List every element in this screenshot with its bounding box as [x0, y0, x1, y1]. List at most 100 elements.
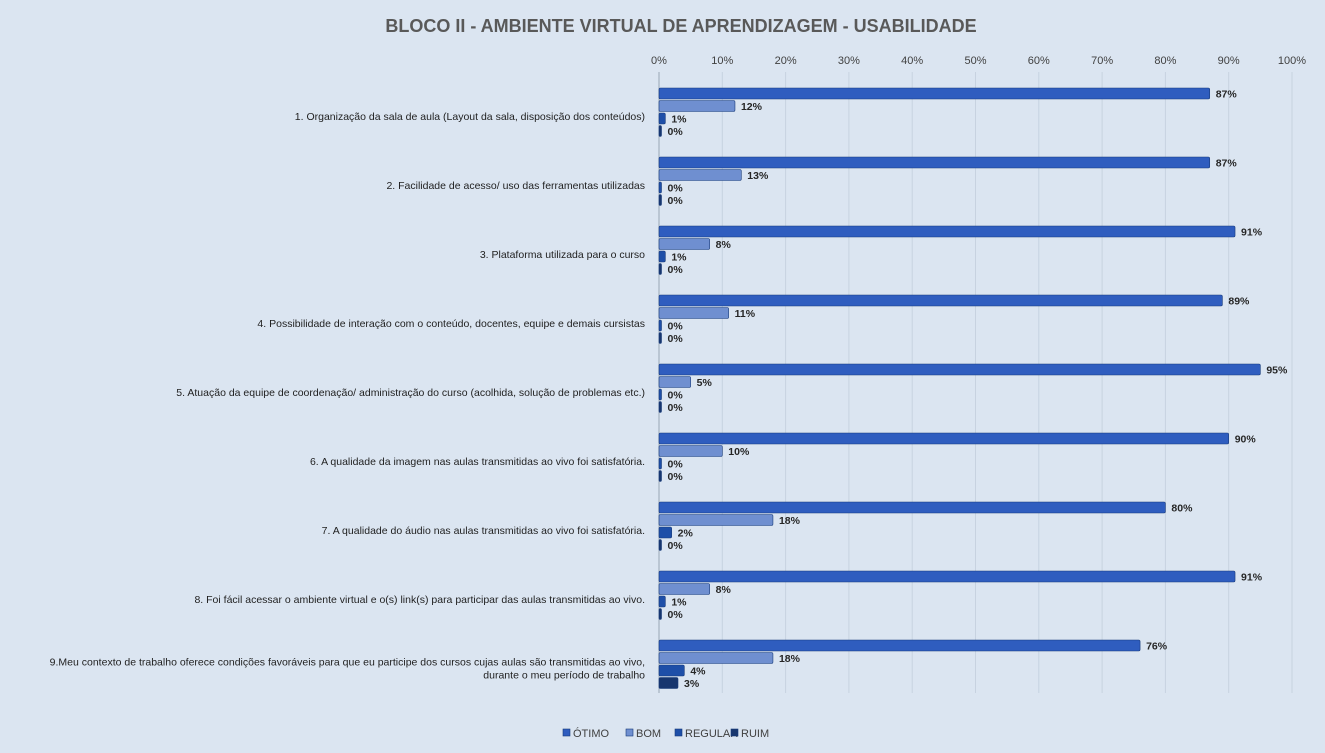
x-axis-ticks: 0% 10% 20% 30% 40% 50% 60% 70% 80% 90% 100% [651, 55, 1306, 67]
data-label: 0% [668, 390, 684, 402]
x-tick-label: 100% [1278, 55, 1306, 67]
data-label: 10% [728, 446, 750, 458]
data-label: 90% [1235, 434, 1257, 446]
bar-bom [658, 652, 774, 664]
data-label: 0% [668, 540, 684, 552]
bar-ruim [658, 677, 679, 689]
bar-regular [658, 595, 666, 608]
bars [658, 87, 1261, 689]
bar-bom [658, 583, 710, 595]
bar-bom [658, 307, 729, 319]
data-label: 1% [671, 252, 687, 264]
data-label: 11% [735, 308, 756, 320]
category-label: 4. Possibilidade de interação com o cont… [257, 318, 645, 330]
bar-regular [658, 388, 662, 401]
bar-regular [658, 181, 662, 194]
category-label: 6. A qualidade da imagem nas aulas trans… [310, 456, 645, 468]
bar-regular [658, 526, 672, 539]
bar-ótimo [658, 294, 1223, 307]
x-tick-label: 70% [1091, 55, 1113, 67]
legend-swatch [625, 728, 634, 737]
category-labels: 1. Organização da sala de aula (Layout d… [50, 111, 646, 682]
data-label: 0% [668, 321, 684, 333]
bar-bom [658, 445, 723, 457]
legend: ÓTIMO BOM REGULAR RUIM [562, 727, 769, 740]
bar-regular [658, 664, 685, 677]
bar-ótimo [658, 570, 1236, 583]
data-label: 91% [1241, 227, 1263, 239]
legend-label: ÓTIMO [573, 727, 609, 740]
data-label: 0% [668, 459, 684, 471]
bar-bom [658, 514, 774, 526]
data-label: 87% [1216, 158, 1238, 170]
data-label: 80% [1171, 503, 1193, 515]
category-label: 8. Foi fácil acessar o ambiente virtual … [194, 594, 645, 606]
x-tick-label: 30% [838, 55, 860, 67]
data-label: 0% [668, 264, 684, 276]
x-tick-label: 10% [711, 55, 733, 67]
x-tick-label: 50% [964, 55, 986, 67]
x-tick-label: 0% [651, 55, 667, 67]
data-label: 8% [716, 239, 732, 251]
grid-lines [721, 72, 1293, 693]
bar-ótimo [658, 87, 1211, 100]
data-label: 8% [716, 584, 732, 596]
data-label: 0% [668, 609, 684, 621]
category-label: 9.Meu contexto de trabalho oferece condi… [50, 657, 645, 669]
data-label: 95% [1266, 365, 1288, 377]
data-label: 89% [1228, 296, 1250, 308]
bar-ruim [658, 608, 662, 620]
data-label: 18% [779, 653, 801, 665]
category-label: 2. Facilidade de acesso/ uso das ferrame… [386, 180, 645, 192]
data-label: 0% [668, 402, 684, 414]
data-label: 0% [668, 333, 684, 345]
data-label: 0% [668, 126, 684, 138]
bar-ruim [658, 125, 662, 137]
bar-ruim [658, 470, 662, 482]
bar-regular [658, 457, 662, 470]
x-tick-label: 60% [1028, 55, 1050, 67]
legend-label: RUIM [741, 728, 769, 740]
data-label: 4% [690, 666, 706, 678]
data-label: 1% [671, 114, 687, 126]
legend-label: REGULAR [685, 728, 738, 740]
bar-regular [658, 112, 666, 125]
bar-ótimo [658, 363, 1261, 376]
bar-bom [658, 238, 710, 250]
bar-ruim [658, 263, 662, 275]
data-label: 5% [697, 377, 713, 389]
data-label: 0% [668, 471, 684, 483]
data-label: 91% [1241, 572, 1263, 584]
legend-swatch [562, 728, 571, 737]
data-labels: 87% 87% 91% 89% 95% 90% 80% 91% 76% 12% 13% 8% 11% 5%… [668, 89, 1289, 691]
bar-ruim [658, 332, 662, 344]
data-label: 3% [684, 678, 700, 690]
bar-ruim [658, 194, 662, 206]
data-label: 12% [741, 101, 763, 113]
category-label: 3. Plataforma utilizada para o curso [480, 249, 645, 261]
bar-ótimo [658, 156, 1211, 169]
data-label: 18% [779, 515, 801, 527]
category-label: durante o meu período de trabalho [483, 670, 645, 682]
data-label: 1% [671, 597, 687, 609]
legend-swatch [730, 728, 739, 737]
data-label: 87% [1216, 89, 1238, 101]
bar-ruim [658, 401, 662, 413]
category-label: 1. Organização da sala de aula (Layout d… [295, 111, 645, 123]
bar-ruim [658, 539, 662, 551]
category-label: 5. Atuação da equipe de coordenação/ adm… [176, 387, 645, 399]
chart-title: BLOCO II - AMBIENTE VIRTUAL DE APRENDIZA… [385, 16, 976, 36]
bar-ótimo [658, 639, 1141, 652]
data-label: 76% [1146, 641, 1168, 653]
x-tick-label: 90% [1218, 55, 1240, 67]
bar-bom [658, 376, 691, 388]
legend-swatch [674, 728, 683, 737]
data-label: 2% [678, 528, 694, 540]
legend-label: BOM [636, 728, 661, 740]
data-label: 13% [747, 170, 769, 182]
bar-bom [658, 169, 742, 181]
x-tick-label: 20% [775, 55, 797, 67]
bar-regular [658, 250, 666, 263]
bar-ótimo [658, 225, 1236, 238]
